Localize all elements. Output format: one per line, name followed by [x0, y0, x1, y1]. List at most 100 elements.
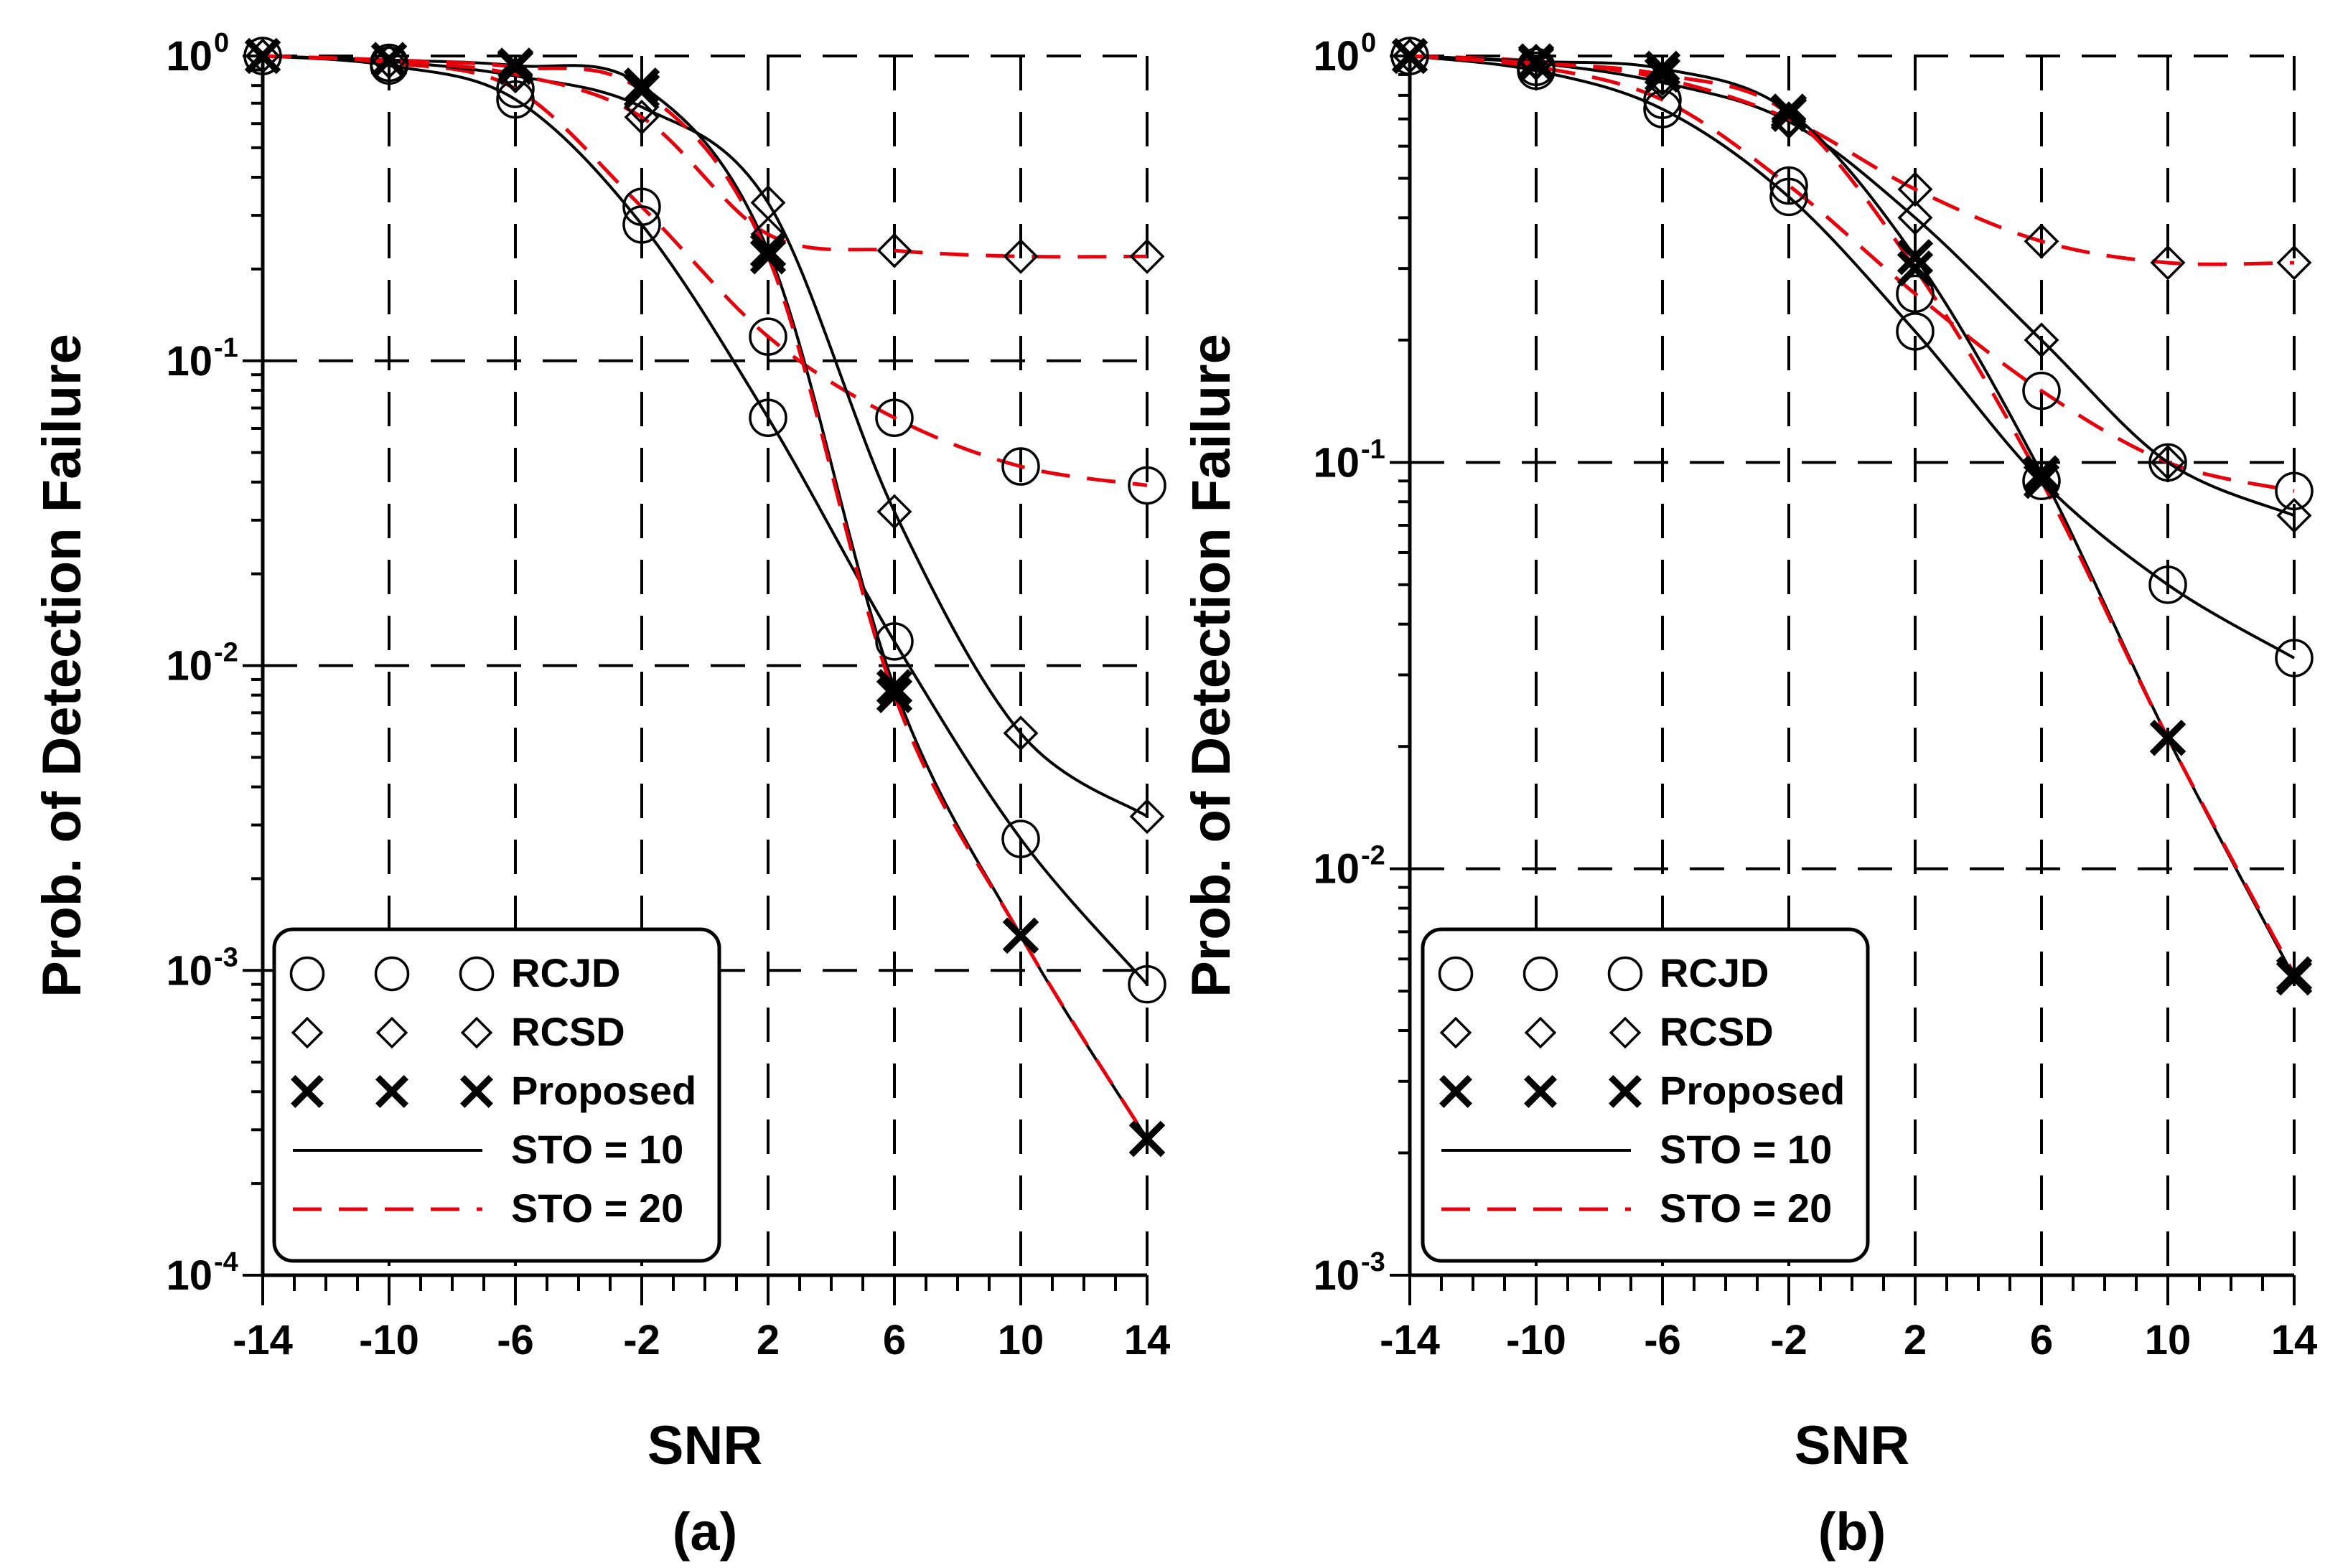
data-point-proposed-sto20: [1002, 917, 1039, 954]
y-tick-exponent: -4: [214, 1247, 238, 1277]
series-line-rcjd-sto20: [262, 54, 1148, 487]
data-point-rcjd-sto10: [1001, 820, 1040, 858]
y-tick-label: 10: [1313, 1252, 1360, 1299]
data-point-rcjd-sto10: [622, 205, 661, 244]
data-point-proposed-sto20: [876, 677, 913, 713]
data-point-rcsd-sto20: [1645, 60, 1680, 96]
legend-label: RCSD: [511, 1009, 625, 1054]
series-line-rcsd-sto10: [262, 55, 1149, 818]
x-tick-label: -14: [1380, 1317, 1440, 1363]
x-tick-label: 14: [2271, 1317, 2318, 1363]
data-point-rcsd-sto10: [1129, 799, 1165, 835]
data-point-proposed-sto10: [749, 232, 787, 269]
data-point-proposed-sto10: [1896, 239, 1934, 276]
x-tick-label: -2: [1770, 1317, 1807, 1363]
y-tick-label: 10: [166, 338, 212, 385]
y-tick-exponent: -2: [1361, 841, 1385, 871]
data-point-proposed-sto20: [1896, 250, 1934, 287]
data-point-rcjd-sto10: [875, 622, 914, 661]
x-tick-label: -6: [497, 1317, 534, 1363]
x-tick-label: -2: [623, 1317, 660, 1363]
data-point-rcsd-sto10: [1897, 199, 1933, 235]
series-line-proposed-sto10: [1409, 55, 2296, 979]
series-line-proposed-sto20: [1409, 54, 2296, 975]
legend-symbol-circle: [374, 956, 410, 992]
data-point-rcjd-sto10: [1643, 90, 1682, 128]
x-axis-label: SNR: [1795, 1415, 1909, 1476]
data-point-rcsd-sto10: [1518, 45, 1554, 81]
data-point-proposed-sto10: [2023, 455, 2060, 492]
data-point-rcsd-sto20: [624, 99, 660, 135]
data-point-rcjd-sto20: [1128, 466, 1166, 505]
data-point-proposed-sto20: [2149, 719, 2186, 756]
x-tick-label: -10: [359, 1317, 419, 1363]
y-tick-label: 10: [166, 643, 212, 690]
legend-label: STO = 10: [1660, 1127, 1832, 1172]
data-point-rcjd-sto20: [1390, 37, 1429, 75]
legend-symbol-circle: [1438, 956, 1474, 992]
legend-box: [1421, 927, 1870, 1263]
legend-symbol-x: [291, 1075, 324, 1108]
legend-symbol-x: [1439, 1075, 1472, 1108]
y-tick-exponent: -1: [1361, 434, 1385, 464]
x-tick-label: 2: [757, 1317, 780, 1363]
x-tick-label: 2: [1904, 1317, 1927, 1363]
panel-label: (b): [1818, 1502, 1886, 1562]
legend-label: RCJD: [1660, 950, 1769, 995]
legend: RCJD RCSD Proposed STO = 10 STO = 20: [1421, 927, 1870, 1263]
data-point-rcjd-sto20: [2275, 471, 2314, 511]
data-point-rcjd-sto10: [1769, 177, 1808, 217]
x-tick-label: 10: [998, 1317, 1044, 1363]
series-line-rcjd-sto10: [262, 55, 1149, 986]
data-point-rcsd-sto20: [2150, 245, 2186, 281]
data-point-proposed-sto10: [1644, 50, 1681, 88]
data-point-proposed-sto20: [244, 37, 281, 75]
legend-label: RCSD: [1660, 1009, 1774, 1054]
legend-label: STO = 10: [511, 1127, 683, 1172]
x-tick-label: 14: [1124, 1317, 1171, 1363]
legend: RCJD RCSD Proposed STO = 10 STO = 20: [272, 927, 721, 1263]
legend-symbol-diamond: [1439, 1016, 1472, 1049]
legend-symbol-diamond: [375, 1016, 408, 1049]
x-tick-label: -6: [1644, 1317, 1681, 1363]
data-point-rcjd-sto10: [749, 398, 787, 437]
data-point-rcsd-sto20: [497, 57, 533, 93]
y-tick-label: 10: [1313, 439, 1360, 486]
y-tick-exponent: -2: [214, 638, 238, 668]
data-point-rcjd-sto20: [622, 187, 661, 226]
data-point-rcjd-sto20: [749, 317, 787, 356]
y-tick-label: 10: [1313, 33, 1360, 80]
data-point-rcsd-sto20: [2024, 223, 2059, 259]
data-point-proposed-sto20: [1644, 56, 1681, 93]
y-tick-label: 10: [166, 947, 212, 994]
y-tick-exponent: 0: [1361, 28, 1376, 58]
data-point-rcsd-sto20: [245, 38, 281, 74]
series-line-rcjd-sto20: [1409, 54, 2295, 493]
panel-label: (a): [673, 1502, 737, 1562]
data-point-rcsd-sto10: [2276, 497, 2312, 533]
legend-label: Proposed: [511, 1068, 696, 1113]
legend-label: STO = 20: [511, 1186, 683, 1231]
x-tick-label: 6: [883, 1317, 906, 1363]
data-point-rcsd-sto20: [1771, 101, 1807, 137]
legend-symbol-diamond: [1609, 1016, 1642, 1049]
data-point-rcsd-sto10: [1771, 103, 1807, 139]
legend-symbol-x: [1524, 1075, 1557, 1108]
data-point-proposed-sto20: [1517, 44, 1555, 82]
data-point-proposed-sto10: [623, 67, 660, 104]
legend-symbol-circle: [459, 956, 495, 992]
data-point-rcjd-sto20: [2022, 371, 2061, 410]
data-point-rcsd-sto20: [1129, 238, 1165, 274]
data-point-proposed-sto20: [1770, 95, 1807, 132]
data-point-rcjd-sto20: [1769, 166, 1808, 205]
data-point-rcsd-sto20: [1897, 172, 1933, 207]
data-point-rcsd-sto20: [1003, 238, 1039, 274]
y-tick-exponent: -3: [214, 942, 238, 972]
data-point-rcjd-sto20: [1643, 80, 1682, 119]
x-tick-label: -14: [233, 1317, 293, 1363]
data-point-proposed-sto20: [623, 72, 660, 109]
series-line-rcsd-sto20: [262, 54, 1148, 259]
